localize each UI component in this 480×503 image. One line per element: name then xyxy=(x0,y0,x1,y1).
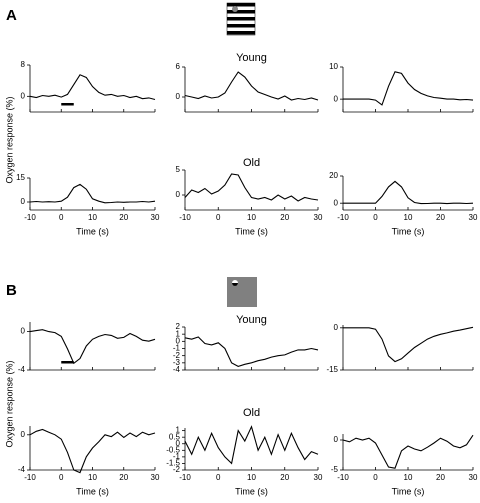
stimulus-bar xyxy=(61,361,74,364)
y-axis-label: Oxygen response (%) xyxy=(4,360,14,447)
trace xyxy=(184,71,319,101)
x-tick-label: 10 xyxy=(88,213,97,222)
y-tick-label: 0 xyxy=(176,190,181,199)
x-tick-label: 0 xyxy=(59,473,64,482)
x-tick-label: 10 xyxy=(88,473,97,482)
x-tick-label: 0 xyxy=(216,213,221,222)
x-tick-label: 10 xyxy=(404,473,413,482)
y-tick-label: 0 xyxy=(176,92,181,101)
trace xyxy=(29,74,156,101)
y-tick-label: 0 xyxy=(21,327,26,336)
y-tick-label: -1 xyxy=(173,452,181,461)
y-tick-label: 6 xyxy=(176,62,181,71)
x-tick-label: 10 xyxy=(247,213,256,222)
x-tick-label: 30 xyxy=(469,473,478,482)
y-tick-label: -1.5 xyxy=(166,459,180,468)
y-tick-label: -2 xyxy=(173,465,181,474)
y-axis-label: Oxygen response (%) xyxy=(4,96,14,183)
trace xyxy=(29,428,156,474)
x-tick-label: 20 xyxy=(436,213,445,222)
y-tick-label: 1 xyxy=(176,329,181,338)
y-tick-label: 0 xyxy=(334,94,339,103)
panel-label: B xyxy=(6,282,17,299)
y-tick-label: 0.5 xyxy=(169,432,181,441)
x-tick-label: 30 xyxy=(469,213,478,222)
x-tick-label: 0 xyxy=(59,213,64,222)
x-tick-label: 30 xyxy=(151,213,160,222)
x-axis-label: Time (s) xyxy=(76,486,109,496)
y-tick-label: 0 xyxy=(334,323,339,332)
x-axis-label: Time (s) xyxy=(392,226,425,236)
y-tick-label: 0 xyxy=(21,91,26,100)
y-tick-label: -15 xyxy=(326,365,338,374)
x-axis-label: Time (s) xyxy=(76,226,109,236)
y-tick-label: -3 xyxy=(173,358,181,367)
dot-stimulus-icon xyxy=(227,277,257,307)
x-tick-label: -10 xyxy=(337,213,349,222)
y-tick-label: 20 xyxy=(329,171,338,180)
x-tick-label: 20 xyxy=(280,213,289,222)
x-tick-label: -10 xyxy=(179,213,191,222)
y-tick-label: 0 xyxy=(176,439,181,448)
x-tick-label: 20 xyxy=(119,473,128,482)
x-axis-label: Time (s) xyxy=(235,226,268,236)
stimulus-bar xyxy=(61,103,74,106)
y-tick-label: -4 xyxy=(18,465,26,474)
trace xyxy=(184,336,319,367)
x-tick-label: 10 xyxy=(404,213,413,222)
y-tick-label: -5 xyxy=(331,465,339,474)
x-tick-label: -10 xyxy=(179,473,191,482)
x-tick-label: 30 xyxy=(314,213,323,222)
x-tick-label: 30 xyxy=(314,473,323,482)
x-tick-label: 20 xyxy=(436,473,445,482)
y-tick-label: -4 xyxy=(18,365,26,374)
x-tick-label: 30 xyxy=(151,473,160,482)
y-tick-label: -4 xyxy=(173,365,181,374)
y-tick-label: 5 xyxy=(176,165,181,174)
y-tick-label: -2 xyxy=(173,351,181,360)
y-tick-label: 2 xyxy=(176,322,181,331)
x-tick-label: 20 xyxy=(119,213,128,222)
trace xyxy=(342,434,474,469)
trace xyxy=(343,71,474,106)
trace xyxy=(343,180,474,205)
y-tick-label: -0.5 xyxy=(166,445,180,454)
y-tick-label: 10 xyxy=(329,62,338,71)
x-tick-label: -10 xyxy=(24,213,36,222)
x-tick-label: -10 xyxy=(24,473,36,482)
chart-title: Young xyxy=(236,314,267,326)
x-axis-label: Time (s) xyxy=(392,486,425,496)
trace xyxy=(29,329,156,365)
x-tick-label: 0 xyxy=(373,473,378,482)
trace xyxy=(29,183,156,204)
grating-stimulus-icon xyxy=(226,2,256,36)
y-tick-label: -1 xyxy=(173,344,181,353)
x-tick-label: 0 xyxy=(216,473,221,482)
x-tick-label: 20 xyxy=(280,473,289,482)
x-tick-label: -10 xyxy=(337,473,349,482)
x-tick-label: 0 xyxy=(373,213,378,222)
y-tick-label: 0 xyxy=(176,336,181,345)
trace xyxy=(184,425,319,465)
y-tick-label: 8 xyxy=(21,60,26,69)
x-tick-label: 10 xyxy=(247,473,256,482)
y-tick-label: 0 xyxy=(334,435,339,444)
trace xyxy=(343,326,474,363)
y-tick-label: 15 xyxy=(16,173,25,182)
y-tick-label: 0 xyxy=(21,430,26,439)
panel-label: A xyxy=(6,7,17,24)
y-tick-label: 0 xyxy=(334,198,339,207)
chart-title: Old xyxy=(243,157,260,169)
y-tick-label: 0 xyxy=(21,197,26,206)
x-axis-label: Time (s) xyxy=(235,486,268,496)
y-tick-label: 1 xyxy=(176,426,181,435)
chart-title: Young xyxy=(236,52,267,64)
chart-title: Old xyxy=(243,407,260,419)
trace xyxy=(184,173,319,202)
